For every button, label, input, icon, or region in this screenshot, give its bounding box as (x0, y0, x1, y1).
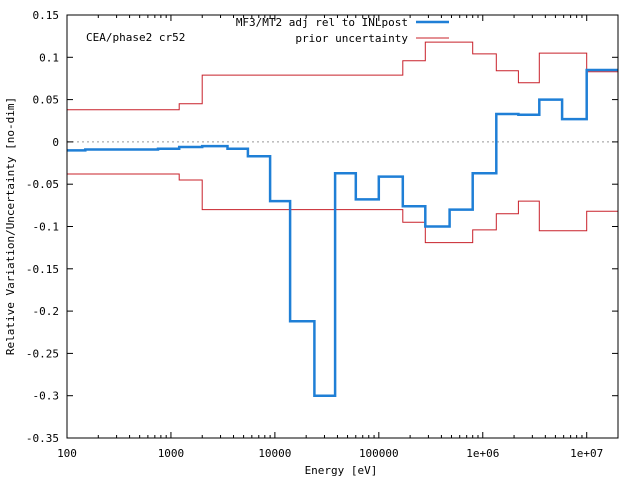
legend-label-series-2: prior uncertainty (295, 32, 408, 45)
plot-area (67, 41, 618, 397)
y-tick-label: 0.05 (33, 94, 60, 107)
legend: MF3/MT2 adj rel to INLpost prior uncerta… (236, 16, 449, 45)
x-axis-label: Energy [eV] (305, 464, 378, 477)
series-prior-uncertainty-lower (67, 173, 618, 244)
annotation-label: CEA/phase2 cr52 (86, 31, 185, 44)
y-tick-label: -0.2 (33, 305, 60, 318)
y-tick-label: -0.35 (26, 432, 59, 445)
y-axis-label: Relative Variation/Uncertainty [no-dim] (4, 97, 17, 355)
x-axis: 100 1000 10000 100000 1e+06 1e+07 (57, 15, 619, 460)
x-tick-label: 1e+06 (466, 447, 499, 460)
y-tick-label: -0.15 (26, 263, 59, 276)
y-tick-label: 0.15 (33, 9, 60, 22)
y-tick-label: -0.1 (33, 221, 60, 234)
y-tick-label: -0.25 (26, 347, 59, 360)
x-tick-label: 100000 (359, 447, 399, 460)
x-tick-label: 10000 (258, 447, 291, 460)
y-tick-label: -0.3 (33, 390, 60, 403)
y-tick-label: -0.05 (26, 178, 59, 191)
x-tick-label: 100 (57, 447, 77, 460)
y-axis: -0.35 -0.3 -0.25 -0.2 -0.15 -0.1 -0.05 0 0.05 0.1… (26, 9, 618, 445)
x-tick-label: 1e+07 (570, 447, 603, 460)
series-prior-uncertainty-upper (67, 41, 618, 111)
plot-frame (66, 14, 619, 439)
y-tick-label: 0.1 (39, 51, 59, 64)
series-adjustment (67, 68, 618, 397)
y-tick-label: 0 (52, 136, 59, 149)
legend-label-series-1: MF3/MT2 adj rel to INLpost (236, 16, 408, 29)
x-tick-label: 1000 (158, 447, 185, 460)
